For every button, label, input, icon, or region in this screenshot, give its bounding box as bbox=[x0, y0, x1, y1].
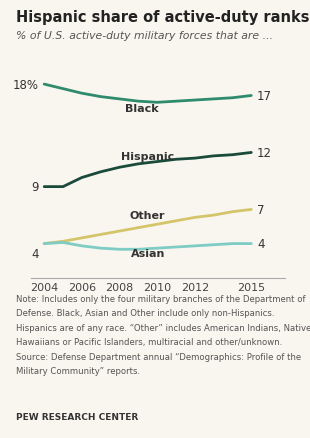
Text: PEW RESEARCH CENTER: PEW RESEARCH CENTER bbox=[16, 412, 138, 421]
Text: 7: 7 bbox=[257, 203, 264, 216]
Text: Source: Defense Department annual “Demographics: Profile of the: Source: Defense Department annual “Demog… bbox=[16, 352, 301, 361]
Text: Defense. Black, Asian and Other include only non-Hispanics.: Defense. Black, Asian and Other include … bbox=[16, 309, 274, 318]
Text: Hispanics are of any race. “Other” includes American Indians, Native: Hispanics are of any race. “Other” inclu… bbox=[16, 323, 310, 332]
Text: 12: 12 bbox=[257, 147, 272, 159]
Text: Hawaiians or Pacific Islanders, multiracial and other/unknown.: Hawaiians or Pacific Islanders, multirac… bbox=[16, 338, 282, 347]
Text: 4: 4 bbox=[257, 237, 264, 251]
Text: Hispanic: Hispanic bbox=[121, 152, 174, 162]
Text: 4: 4 bbox=[31, 247, 38, 261]
Text: Note: Includes only the four military branches of the Department of: Note: Includes only the four military br… bbox=[16, 294, 305, 304]
Text: Hispanic share of active-duty ranks rises: Hispanic share of active-duty ranks rise… bbox=[16, 10, 310, 25]
Text: Asian: Asian bbox=[131, 248, 165, 258]
Text: 18%: 18% bbox=[12, 78, 38, 92]
Text: Black: Black bbox=[125, 104, 159, 114]
Text: Military Community” reports.: Military Community” reports. bbox=[16, 367, 140, 376]
Text: 9: 9 bbox=[31, 181, 38, 194]
Text: 17: 17 bbox=[257, 90, 272, 103]
Text: Other: Other bbox=[130, 211, 166, 220]
Text: % of U.S. active-duty military forces that are ...: % of U.S. active-duty military forces th… bbox=[16, 31, 272, 41]
